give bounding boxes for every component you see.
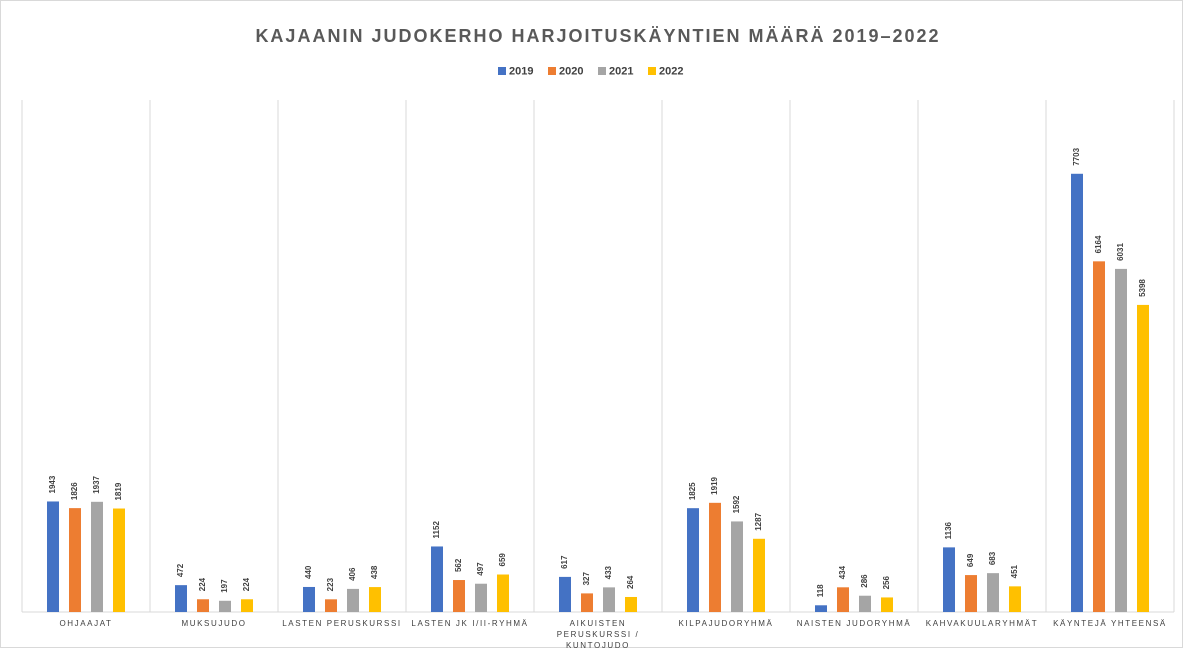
legend-swatch xyxy=(648,67,656,75)
data-label: 1136 xyxy=(944,521,953,539)
data-label: 264 xyxy=(626,575,635,589)
data-label: 683 xyxy=(988,551,997,565)
bar xyxy=(943,547,955,612)
data-label: 6031 xyxy=(1116,243,1125,261)
data-label: 562 xyxy=(454,558,463,572)
bar xyxy=(1137,304,1149,612)
bar xyxy=(369,587,381,612)
bar xyxy=(753,538,765,612)
bar xyxy=(431,546,443,612)
bar xyxy=(1093,261,1105,612)
bar xyxy=(47,501,59,612)
bar xyxy=(965,575,977,612)
bar xyxy=(1071,173,1083,612)
data-label: 497 xyxy=(476,562,485,576)
bar xyxy=(1009,586,1021,612)
data-label: 223 xyxy=(326,577,335,591)
data-label: 1919 xyxy=(710,476,719,494)
data-label: 286 xyxy=(860,574,869,588)
x-tick-label: AIKUISTEN PERUSKURSSI / KUNTOJUDO xyxy=(556,619,640,648)
data-label: 649 xyxy=(966,553,975,567)
bar xyxy=(859,595,871,612)
data-label: 7703 xyxy=(1072,147,1081,165)
bar xyxy=(69,508,81,612)
bar xyxy=(559,576,571,612)
bar xyxy=(91,501,103,612)
data-label: 6164 xyxy=(1094,235,1103,253)
x-tick-label: MUKSUJUDO xyxy=(181,619,247,628)
bar xyxy=(709,502,721,612)
legend-label: 2020 xyxy=(559,65,583,77)
data-label: 434 xyxy=(838,565,847,579)
data-label: 1825 xyxy=(688,482,697,500)
data-label: 659 xyxy=(498,553,507,567)
data-label: 118 xyxy=(816,584,825,597)
chart-title: KAJAANIN JUDOKERHO HARJOITUSKÄYNTIEN MÄÄ… xyxy=(255,26,940,46)
bar xyxy=(453,580,465,612)
bar xyxy=(219,600,231,612)
legend-label: 2021 xyxy=(609,65,633,77)
bar xyxy=(497,574,509,612)
x-tick-label: KILPAJUDORYHMÄ xyxy=(678,619,774,628)
data-label: 1152 xyxy=(432,521,441,539)
x-tick-label: LASTEN PERUSKURSSI xyxy=(282,619,402,628)
data-label: 406 xyxy=(348,567,357,581)
legend-label: 2022 xyxy=(659,65,683,77)
data-label: 5398 xyxy=(1138,279,1147,297)
bar xyxy=(325,599,337,612)
data-label: 197 xyxy=(220,579,229,593)
data-label: 327 xyxy=(582,571,591,585)
bar xyxy=(987,573,999,612)
data-label: 472 xyxy=(176,563,185,577)
x-tick-label: KÄYNTEJÄ YHTEENSÄ xyxy=(1053,619,1167,628)
x-tick-label: KAHVAKUULARYHMÄT xyxy=(925,619,1039,628)
data-label: 1287 xyxy=(754,512,763,530)
bar xyxy=(175,585,187,612)
data-label: 256 xyxy=(882,576,891,590)
bar xyxy=(347,588,359,612)
bar xyxy=(815,605,827,612)
bar xyxy=(241,599,253,612)
data-label: 438 xyxy=(370,565,379,579)
bar xyxy=(687,508,699,612)
data-label: 1592 xyxy=(732,495,741,513)
bar xyxy=(837,587,849,612)
legend-swatch xyxy=(548,67,556,75)
data-label: 224 xyxy=(242,577,251,591)
data-label: 1943 xyxy=(48,475,57,493)
x-tick-label: OHJAAJAT xyxy=(59,619,113,628)
bar xyxy=(197,599,209,612)
legend-label: 2019 xyxy=(509,65,533,77)
data-label: 433 xyxy=(604,565,613,579)
bar xyxy=(581,593,593,612)
x-tick-label: LASTEN JK I/II-RYHMÄ xyxy=(411,619,529,628)
legend-swatch xyxy=(498,67,506,75)
x-tick-label: NAISTEN JUDORYHMÄ xyxy=(796,619,912,628)
bar xyxy=(603,587,615,612)
bar xyxy=(625,596,637,612)
bar xyxy=(303,586,315,612)
data-label: 224 xyxy=(198,577,207,591)
data-label: 1819 xyxy=(114,482,123,500)
bar xyxy=(475,583,487,612)
bar xyxy=(113,508,125,612)
bar xyxy=(1115,268,1127,612)
data-label: 451 xyxy=(1010,564,1019,578)
data-label: 617 xyxy=(560,555,569,569)
data-label: 1937 xyxy=(92,475,101,493)
bar xyxy=(731,521,743,612)
data-label: 440 xyxy=(304,565,313,579)
bar xyxy=(881,597,893,612)
legend-swatch xyxy=(598,67,606,75)
data-label: 1826 xyxy=(70,482,79,500)
